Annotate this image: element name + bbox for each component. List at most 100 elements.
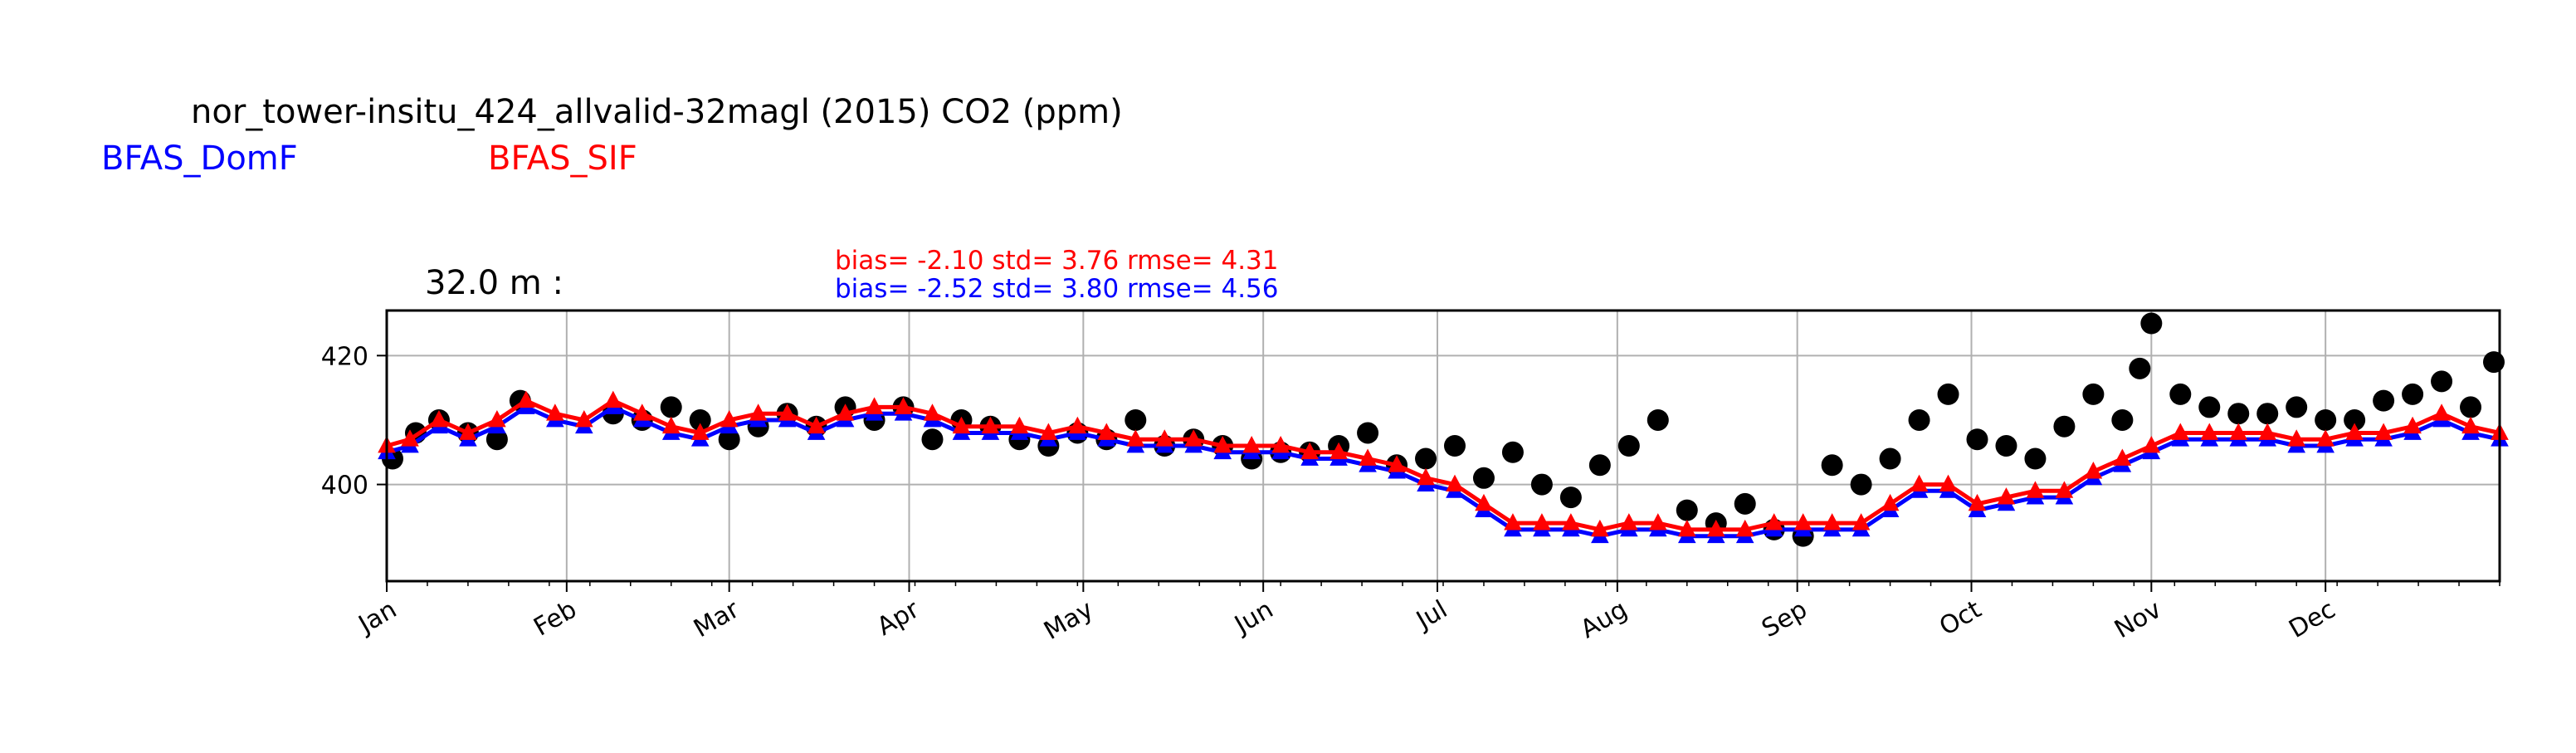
series-point-bfas_sif xyxy=(836,403,855,421)
series-point-bfas_sif xyxy=(401,429,419,447)
series-point-bfas_sif xyxy=(632,403,651,421)
observed-point xyxy=(1559,487,1582,509)
x-tick-label: Apr xyxy=(872,594,925,642)
series-point-bfas_sif xyxy=(1764,513,1783,531)
x-tick-label: Dec xyxy=(2284,595,2340,644)
observed-point xyxy=(1966,428,1988,451)
observed-point xyxy=(1850,473,1872,496)
series-point-bfas_sif xyxy=(2258,423,2277,440)
observed-point xyxy=(1443,435,1466,457)
x-tick-label: Nov xyxy=(2110,595,2166,645)
series-point-bfas_sif xyxy=(981,416,1000,434)
x-tick-label: Jul xyxy=(1410,595,1452,636)
observed-point xyxy=(2460,396,2482,418)
y-tick-label: 400 xyxy=(321,472,368,501)
series-point-bfas_sif xyxy=(720,409,739,428)
stats-sif: bias= -2.10 std= 3.76 rmse= 4.31 xyxy=(835,246,1279,276)
observed-point xyxy=(1472,467,1495,489)
series-point-bfas_sif xyxy=(778,403,797,421)
series-point-bfas_sif xyxy=(1126,429,1145,447)
legend-label-domf: BFAS_DomF xyxy=(101,139,298,178)
observed-point xyxy=(689,408,711,431)
series-point-bfas_sif xyxy=(894,397,913,414)
series-point-bfas_sif xyxy=(2374,423,2393,440)
series-point-bfas_sif xyxy=(1155,429,1174,447)
series-point-bfas_sif xyxy=(459,423,477,440)
observed-point xyxy=(2402,383,2424,405)
observed-point xyxy=(2053,415,2076,438)
series-point-bfas_sif xyxy=(1475,493,1493,511)
observed-point xyxy=(1415,447,1437,470)
observed-point xyxy=(660,396,682,418)
series-point-bfas_sif xyxy=(2200,423,2219,440)
observed-point xyxy=(2286,396,2308,418)
series-point-bfas_sif xyxy=(1010,416,1029,434)
x-tick-label: Mar xyxy=(689,594,744,643)
series-point-bfas_sif xyxy=(1533,513,1551,531)
observed-point xyxy=(2198,396,2221,418)
series-point-bfas_sif xyxy=(1939,474,1958,491)
series-point-bfas_sif xyxy=(1068,416,1087,434)
observed-point xyxy=(1357,422,1379,444)
observed-point xyxy=(485,428,508,451)
observed-point xyxy=(921,428,944,451)
series-point-bfas_sif xyxy=(430,409,448,428)
series-point-bfas_sif xyxy=(2026,481,2045,498)
series-point-bfas_sif xyxy=(1359,448,1377,466)
series-point-bfas_sif xyxy=(1968,493,1987,511)
series-point-bfas_sif xyxy=(1242,436,1261,453)
observed-point xyxy=(2431,370,2453,393)
series-point-bfas_sif xyxy=(1648,513,1667,531)
series-point-bfas_sif xyxy=(575,409,593,428)
observed-point xyxy=(2024,447,2047,470)
series-point-bfas_sif xyxy=(1735,519,1754,537)
observed-point xyxy=(1995,435,2017,457)
observed-point xyxy=(1821,454,1843,477)
series-point-bfas_sif xyxy=(1446,474,1464,491)
observed-point xyxy=(1676,499,1698,521)
series-point-bfas_sif xyxy=(1881,493,1900,511)
series-point-bfas_sif xyxy=(1097,423,1116,440)
series-point-bfas_sif xyxy=(2084,462,2103,479)
panel-label: 32.0 m : xyxy=(425,264,564,302)
x-tick-label: Jan xyxy=(353,595,402,640)
stats-domf: bias= -2.52 std= 3.80 rmse= 4.56 xyxy=(835,274,1279,304)
x-tick-label: Jun xyxy=(1228,595,1278,641)
observed-point xyxy=(2315,408,2337,431)
series-point-bfas_sif xyxy=(488,409,506,428)
observed-point xyxy=(2344,408,2366,431)
series-point-bfas_sif xyxy=(2345,423,2364,440)
series-point-bfas_sif xyxy=(1184,429,1203,447)
x-tick-label: Feb xyxy=(529,595,582,643)
series-point-bfas_sif xyxy=(807,416,826,434)
series-point-bfas_sif xyxy=(1852,513,1871,531)
series-layer xyxy=(378,312,2509,547)
series-point-bfas_sif xyxy=(603,390,622,408)
series-point-bfas_sif xyxy=(1300,442,1319,460)
observed-point xyxy=(1879,447,1901,470)
series-point-bfas_sif xyxy=(2403,416,2422,434)
series-point-bfas_sif xyxy=(952,416,971,434)
observed-point xyxy=(1734,492,1756,515)
observed-point xyxy=(2111,408,2134,431)
grid-lines xyxy=(387,310,2500,581)
series-point-bfas_sif xyxy=(923,403,942,421)
series-point-bfas_sif xyxy=(2171,423,2190,440)
series-point-bfas_sif xyxy=(690,423,710,440)
series-point-bfas_sif xyxy=(661,416,681,434)
series-point-bfas_sif xyxy=(1388,455,1406,472)
series-point-bfas_sif xyxy=(749,403,768,421)
series-point-bfas_sif xyxy=(1562,513,1580,531)
observed-point xyxy=(1501,441,1524,463)
series-point-bfas_sif xyxy=(1910,474,1929,491)
observed-point xyxy=(1937,383,1959,405)
series-point-bfas_sif xyxy=(2432,403,2451,421)
observed-point xyxy=(1617,435,1640,457)
series-point-bfas_sif xyxy=(1271,436,1290,453)
series-point-bfas_sif xyxy=(1039,423,1058,440)
x-tick-label: Sep xyxy=(1757,595,1812,644)
series-point-bfas_sif xyxy=(1213,436,1232,453)
observed-point xyxy=(718,428,740,451)
observed-point xyxy=(2227,403,2250,425)
